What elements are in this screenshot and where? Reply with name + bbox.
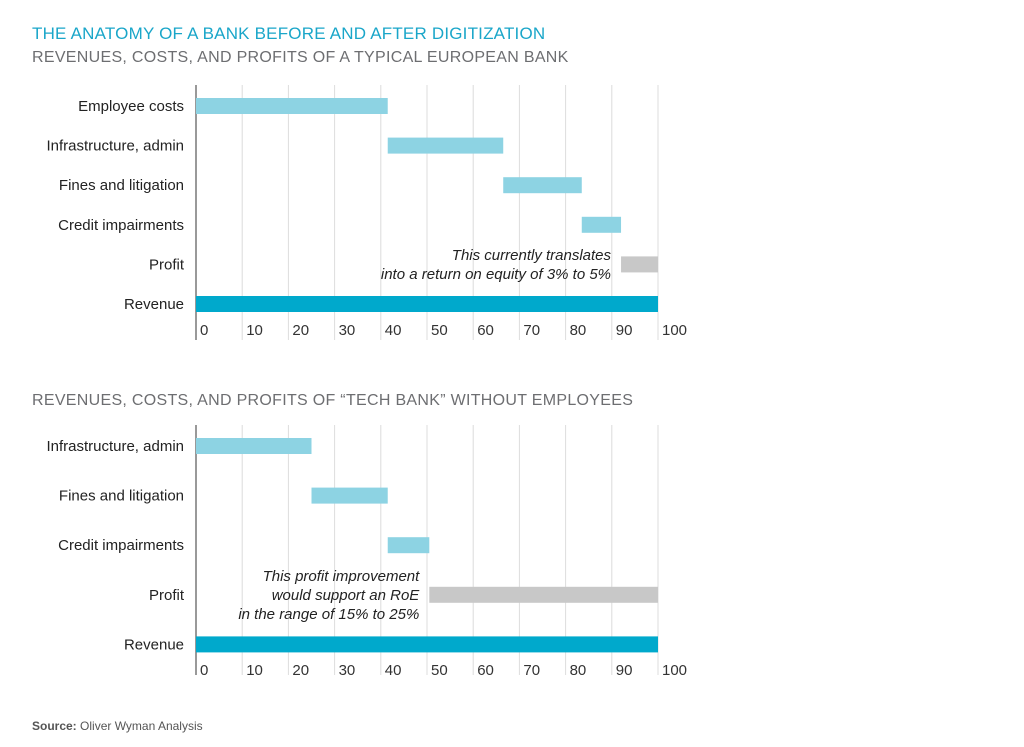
x-tick-label: 0	[200, 662, 208, 679]
x-tick-label: 30	[339, 662, 356, 679]
annotation-line: into a return on equity of 3% to 5%	[381, 266, 611, 283]
annotation-line: in the range of 15% to 25%	[238, 606, 419, 623]
x-tick-label: 50	[431, 662, 448, 679]
x-tick-label: 100	[662, 322, 687, 339]
chart-1-european-bank: 0 10 20 30 40 50 60 70 80 90 100 Employee costs Infr…	[46, 85, 687, 340]
x-tick-label: 30	[339, 322, 356, 339]
x-tick-label: 20	[292, 322, 309, 339]
x-tick-label: 90	[616, 322, 633, 339]
x-tick-label: 50	[431, 322, 448, 339]
x-tick-label: 10	[246, 322, 263, 339]
row-label: Credit impairments	[58, 217, 184, 234]
annotation-line: This currently translates	[452, 247, 612, 264]
source-note: Source: Oliver Wyman Analysis	[32, 719, 203, 733]
cost-bar	[311, 487, 388, 504]
revenue-bar	[196, 636, 658, 653]
x-tick-label: 80	[570, 322, 587, 339]
row-label: Revenue	[124, 636, 184, 653]
x-tick-label: 20	[292, 662, 309, 679]
cost-bar	[387, 537, 430, 554]
row-label: Fines and litigation	[59, 177, 184, 194]
chart-2-tech-bank: 0 10 20 30 40 50 60 70 80 90 100 Infrastructure, ad…	[46, 425, 687, 679]
x-tick-label: 80	[570, 662, 587, 679]
row-label: Employee costs	[78, 98, 184, 115]
revenue-bar	[196, 296, 658, 312]
x-tick-label: 70	[523, 662, 540, 679]
source-text: Oliver Wyman Analysis	[80, 719, 203, 733]
profit-bar	[621, 256, 658, 273]
x-tick-label: 90	[616, 662, 633, 679]
chart-1-subtitle: REVENUES, COSTS, AND PROFITS OF A TYPICA…	[32, 49, 569, 66]
x-tick-label: 70	[523, 322, 540, 339]
row-label: Infrastructure, admin	[46, 438, 184, 455]
cost-bar	[196, 98, 388, 114]
chart-2-subtitle: REVENUES, COSTS, AND PROFITS OF “TECH BA…	[32, 392, 634, 409]
page-title: THE ANATOMY OF A BANK BEFORE AND AFTER D…	[32, 24, 546, 43]
source-label: Source:	[32, 719, 77, 733]
cost-bar	[503, 177, 582, 194]
x-tick-label: 0	[200, 322, 208, 339]
annotation-line: would support an RoE	[272, 587, 421, 604]
x-tick-label: 100	[662, 662, 687, 679]
row-label: Profit	[149, 256, 185, 273]
row-label: Fines and litigation	[59, 488, 184, 505]
cost-bar	[387, 137, 504, 154]
x-tick-label: 60	[477, 662, 494, 679]
row-label: Revenue	[124, 296, 184, 313]
row-label: Infrastructure, admin	[46, 138, 184, 155]
profit-bar	[429, 586, 658, 603]
row-label: Profit	[149, 587, 185, 604]
cost-bar	[196, 438, 312, 454]
x-tick-label: 40	[385, 662, 402, 679]
x-tick-label: 40	[385, 322, 402, 339]
cost-bar	[581, 216, 622, 233]
x-tick-label: 10	[246, 662, 263, 679]
annotation-line: This profit improvement	[263, 568, 421, 585]
row-label: Credit impairments	[58, 537, 184, 554]
x-tick-label: 60	[477, 322, 494, 339]
